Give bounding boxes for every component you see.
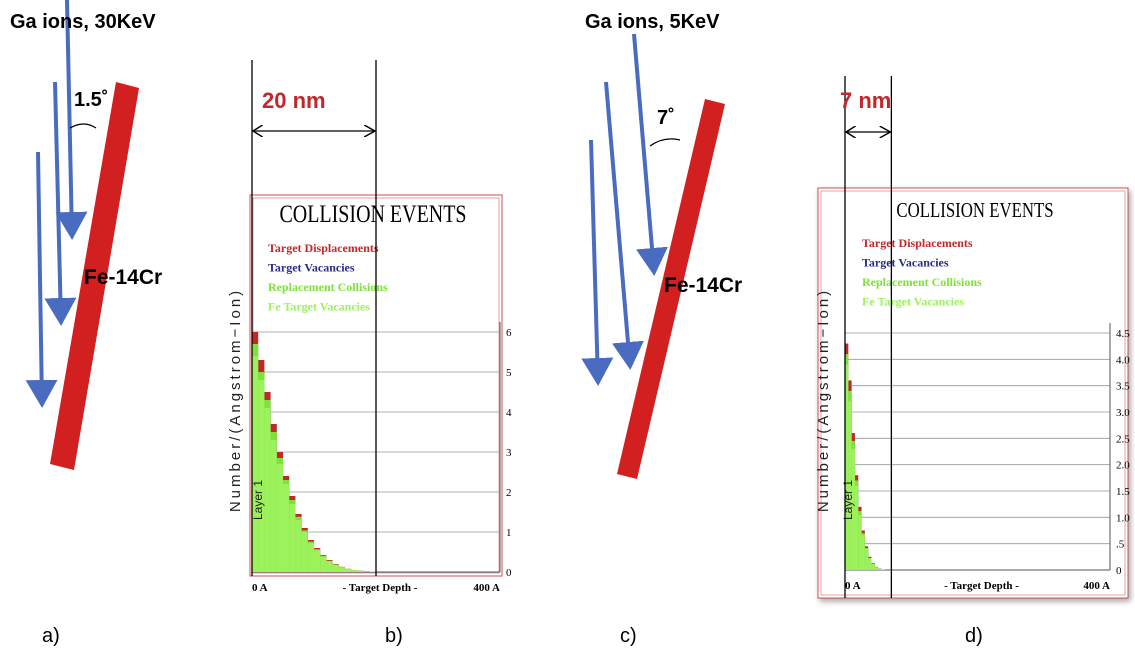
y-tick-label: 2.0 xyxy=(1116,460,1130,472)
angle-arc xyxy=(69,123,97,129)
y-tick-label: 1.0 xyxy=(1116,512,1130,524)
chart-title: COLLISION EVENTS xyxy=(896,199,1053,222)
diagram-title: Ga ions, 5KeV xyxy=(585,11,720,33)
bar xyxy=(357,570,364,572)
bar xyxy=(351,570,358,572)
ion-arrows xyxy=(581,33,668,386)
y-tick-label: 6 xyxy=(506,327,512,339)
legend-entry: Target Displacements xyxy=(268,241,379,255)
bar xyxy=(845,364,849,570)
angle-arc xyxy=(649,138,681,147)
bar xyxy=(854,485,859,570)
bar xyxy=(858,514,862,570)
bar xyxy=(864,548,869,570)
layer-label: Layer 1 xyxy=(841,480,855,520)
bar xyxy=(871,564,875,570)
bar xyxy=(861,535,865,570)
chart-title: COLLISION EVENTS xyxy=(279,200,466,228)
bar xyxy=(301,532,308,572)
x-tick-label: 0 A xyxy=(845,580,861,592)
bar xyxy=(878,568,882,570)
panel-label: d) xyxy=(965,625,983,647)
x-axis-label: - Target Depth - xyxy=(944,580,1019,592)
ion-arrows xyxy=(25,0,88,408)
y-tick-label: 4.0 xyxy=(1116,354,1130,366)
bar xyxy=(332,564,339,572)
material-label: Fe-14Cr xyxy=(84,266,162,289)
chart: 0 .5 1.0 1.5 2.0 2.5 3.0 3.5 4.0 4.5 0 A 400 A COLLI… xyxy=(815,76,1130,647)
bar xyxy=(307,543,314,572)
legend-entry: Fe Target Vacancies xyxy=(862,295,964,309)
diagram-c: Ga ions, 5KeV 7˚ Fe-14Cr c) xyxy=(581,11,742,647)
bar xyxy=(283,484,290,572)
y-tick-label: .5 xyxy=(1116,539,1125,551)
legend-entry: Target Vacancies xyxy=(268,261,355,275)
x-tick-label: 0 A xyxy=(252,582,268,594)
legend-entry: Target Vacancies xyxy=(862,256,949,270)
bar xyxy=(874,567,879,570)
y-tick-label: 1.5 xyxy=(1116,486,1130,498)
y-axis-label: Number/(Angstrom−Ion) xyxy=(227,288,244,512)
chart-frame-inner xyxy=(820,190,1126,596)
bar xyxy=(264,408,271,572)
sample-bar xyxy=(617,99,725,479)
y-tick-label: 2.5 xyxy=(1116,433,1130,445)
diagram-a: Ga ions, 30KeV 1.5˚ Fe-14Cr a) xyxy=(10,0,162,647)
bar xyxy=(270,440,277,572)
layer-label: Layer 1 xyxy=(251,480,265,520)
x-axis-label: - Target Depth - xyxy=(343,582,418,594)
angle-label: 1.5˚ xyxy=(74,88,108,111)
depth-label: 7 nm xyxy=(840,88,891,113)
material-label: Fe-14Cr xyxy=(664,274,742,297)
y-tick-label: 3.0 xyxy=(1116,407,1130,419)
sample-bar xyxy=(50,82,139,470)
panel-label: b) xyxy=(385,625,403,647)
y-tick-label: 1 xyxy=(506,527,512,539)
bar xyxy=(851,448,855,570)
bar xyxy=(276,464,283,572)
bar xyxy=(868,558,872,570)
bar xyxy=(258,380,265,572)
legend-entry: Fe Target Vacancies xyxy=(268,300,370,314)
y-tick-label: 3 xyxy=(506,447,512,459)
legend-entry: Replacement Collisions xyxy=(268,280,388,294)
bar xyxy=(345,569,352,572)
x-tick-label: 400 A xyxy=(473,582,500,594)
bar xyxy=(320,556,327,572)
x-tick-label: 400 A xyxy=(1083,580,1110,592)
chart-frame xyxy=(817,187,1129,599)
y-tick-label: 5 xyxy=(506,367,512,379)
y-tick-label: 0 xyxy=(506,567,512,579)
legend-entry: Target Displacements xyxy=(862,236,973,250)
angle-label: 7˚ xyxy=(657,106,675,129)
y-tick-label: 3.5 xyxy=(1116,381,1130,393)
y-tick-label: 4.5 xyxy=(1116,328,1130,340)
y-tick-label: 2 xyxy=(506,487,512,499)
bar xyxy=(848,401,852,570)
y-axis-label: Number/(Angstrom−Ion) xyxy=(815,288,832,512)
diagram-title: Ga ions, 30KeV xyxy=(10,11,156,33)
chart: 0 1 2 3 4 5 6 0 A 400 A COLLISION EVENTS Target Di… xyxy=(227,60,512,647)
bar xyxy=(314,550,321,572)
bar xyxy=(295,520,302,572)
bar xyxy=(252,356,259,572)
bar xyxy=(363,571,370,572)
y-tick-label: 4 xyxy=(506,407,512,419)
depth-label: 20 nm xyxy=(262,88,326,113)
bar xyxy=(326,561,333,572)
panel-label: c) xyxy=(620,625,637,647)
y-tick-label: 0 xyxy=(1116,565,1122,577)
bar xyxy=(338,567,345,572)
legend-entry: Replacement Collisions xyxy=(862,275,982,289)
panel-label: a) xyxy=(42,625,60,647)
bar xyxy=(289,504,296,572)
